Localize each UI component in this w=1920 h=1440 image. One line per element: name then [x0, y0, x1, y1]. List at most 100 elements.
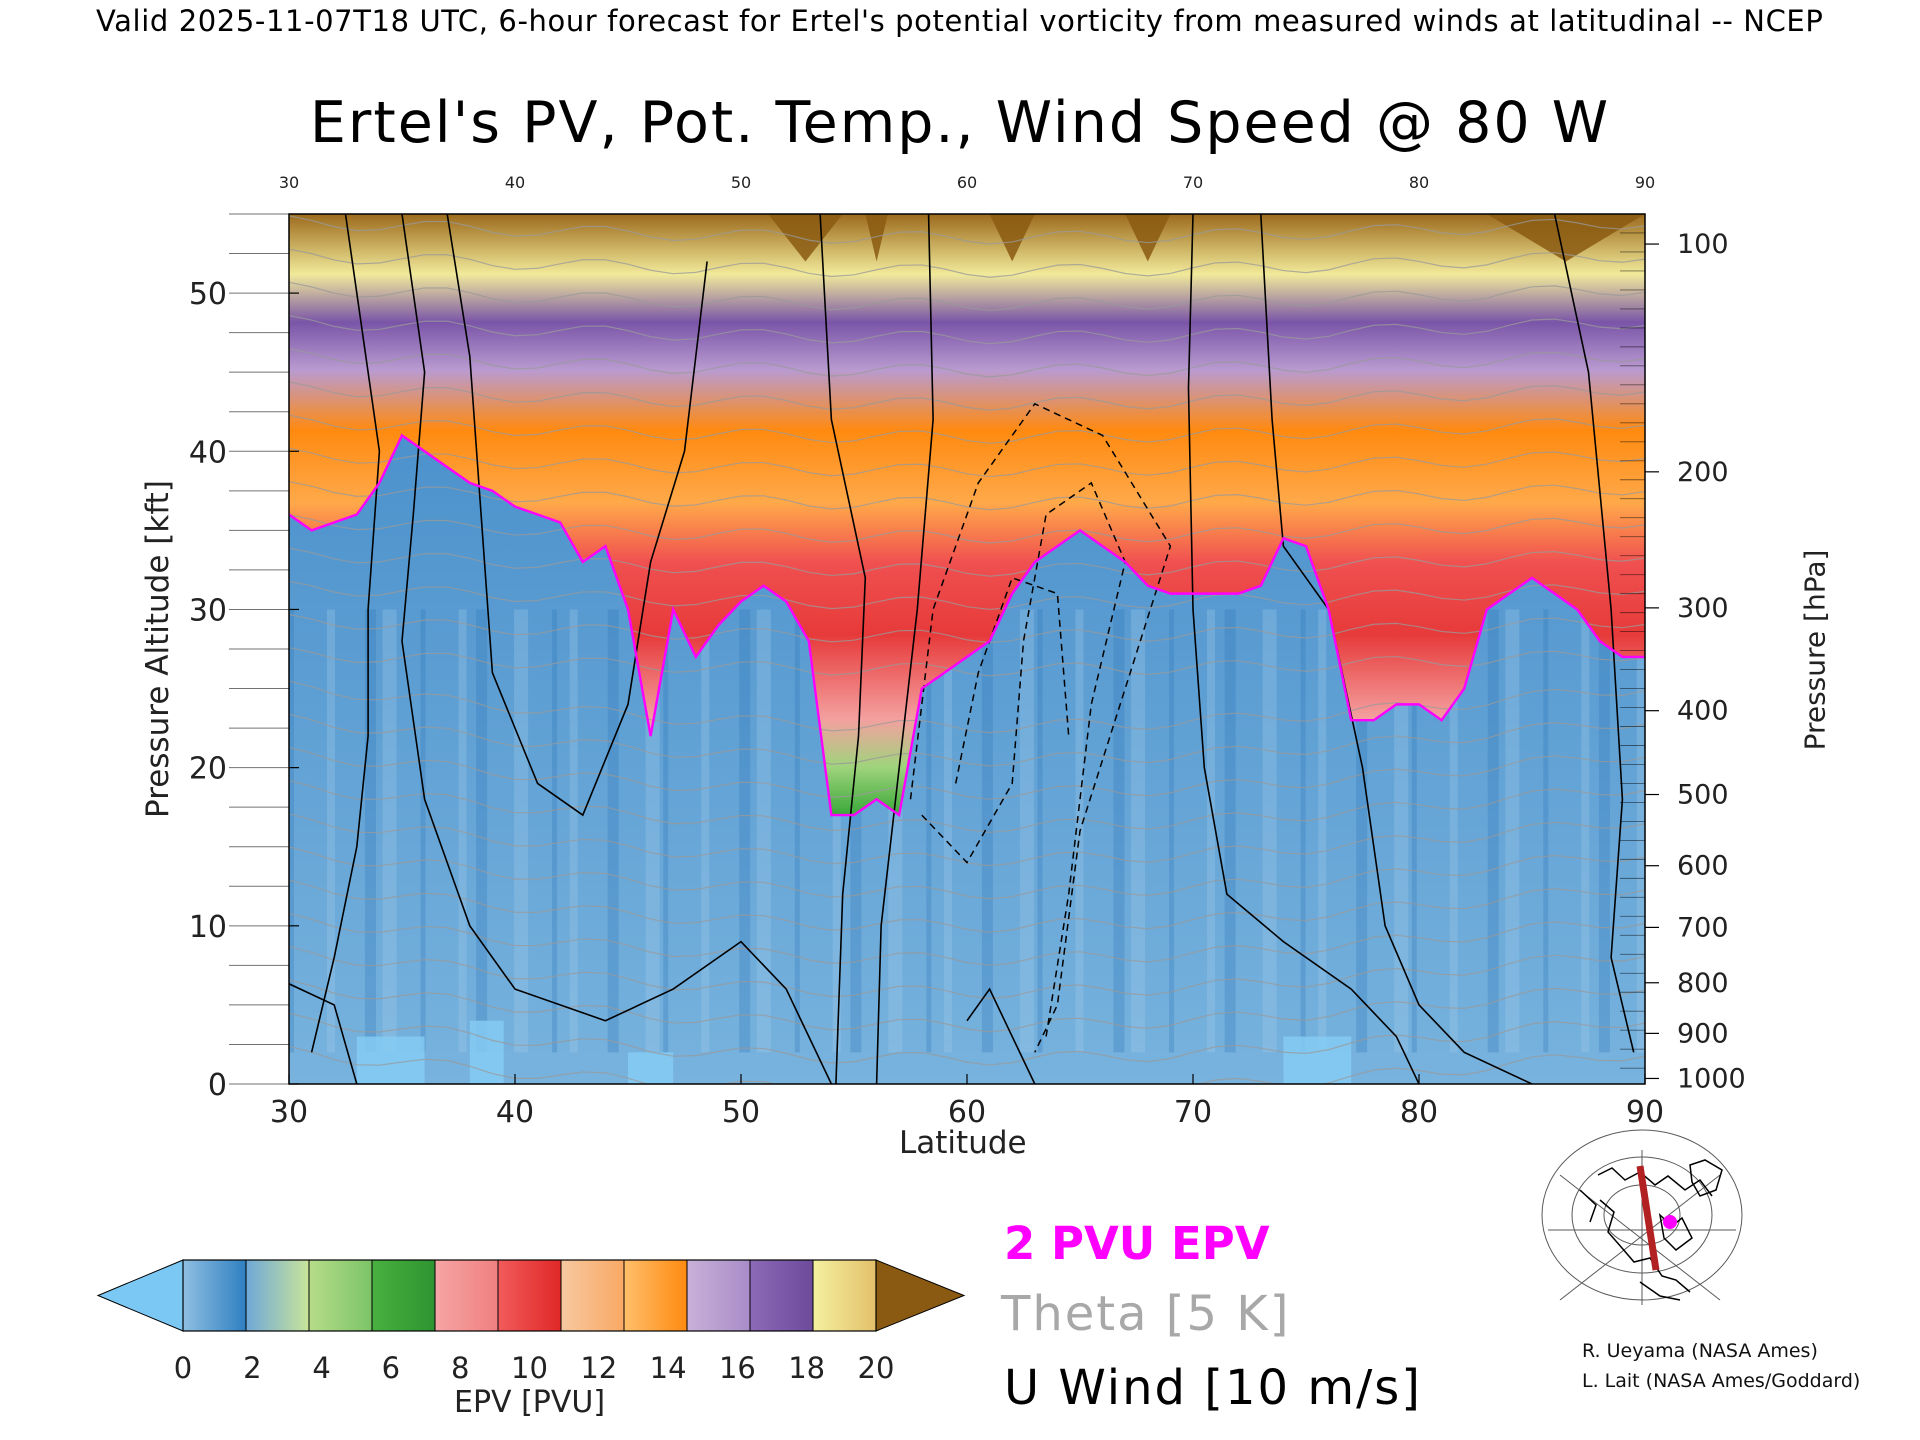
pv-texture-stripe [607, 609, 619, 1053]
pv-texture-stripe [1394, 609, 1409, 1053]
pv-texture-stripe [476, 609, 488, 1053]
colorbar: 0 2 4 6 8 10 12 14 16 18 20 [96, 1259, 966, 1385]
legend-uwind: U Wind [10 m/s] [1004, 1360, 1423, 1416]
colorbar-segment [498, 1260, 561, 1331]
x-tick-label: 50 [722, 1095, 760, 1130]
y-tick-label: 0 [208, 1068, 227, 1103]
theta-contour [289, 946, 1645, 1000]
colorbar-segment [813, 1260, 876, 1331]
u-wind-contour [401, 214, 833, 1084]
y-axis-label: Pressure Altitude [kft] [140, 480, 176, 818]
high-pv-protrusion [865, 214, 888, 262]
pvu-2-line [289, 433, 1645, 818]
colorbar-tick-label: 12 [580, 1351, 617, 1385]
pv-texture-stripe [1262, 609, 1277, 1053]
pressure-tick-label: 400 [1677, 696, 1729, 727]
pv-texture-stripe [663, 609, 669, 1053]
x-tick-label: 60 [948, 1095, 986, 1130]
pressure-tick-label: 300 [1677, 593, 1729, 624]
easterly-wind-contour [921, 481, 1126, 1037]
x-tick-label: 90 [1626, 1095, 1664, 1130]
u-wind-contour [1553, 214, 1635, 1053]
credit-line-1: R. Ueyama (NASA Ames) [1582, 1340, 1818, 1362]
pressure-tick-label: 800 [1677, 968, 1729, 999]
legend-pvu: 2 PVU EPV [1004, 1217, 1270, 1270]
theta-contour [289, 547, 1645, 577]
u-wind-contour [310, 214, 381, 1053]
colorbar-segment [624, 1260, 687, 1331]
theta-contour [289, 879, 1645, 933]
pressure-tick-label: 600 [1677, 851, 1729, 882]
x-tick-label: 40 [496, 1095, 534, 1130]
theta-contour [289, 514, 1645, 544]
theta-contour [289, 647, 1645, 677]
x-top-tick-label: 90 [1635, 173, 1655, 192]
colorbar-tick-label: 20 [858, 1351, 895, 1385]
x-top-tick-label: 60 [957, 173, 977, 192]
pv-texture-stripe [569, 609, 578, 1053]
pv-texture-stripe [552, 609, 558, 1053]
pv-texture-stripe [289, 609, 294, 1053]
theta-contour [289, 912, 1645, 966]
theta-contour [289, 248, 1645, 278]
u-wind-contour [1260, 214, 1533, 1084]
colorbar-tick-label: 6 [382, 1351, 400, 1385]
theta-contour [289, 1012, 1645, 1066]
valid-time-header: Valid 2025-11-07T18 UTC, 6-hour forecast… [96, 4, 1824, 38]
pv-texture-stripe [739, 609, 751, 1053]
pv-texture-stripe [420, 609, 426, 1053]
pressure-tick-label: 1000 [1677, 1063, 1746, 1094]
pv-texture-stripe [1224, 609, 1236, 1053]
colorbar-tick-label: 8 [451, 1351, 469, 1385]
colorbar-segment [750, 1260, 813, 1331]
colorbar-segment [561, 1260, 624, 1331]
pv-texture-stripe [1207, 609, 1216, 1053]
x-top-tick-label: 70 [1183, 173, 1203, 192]
pv-texture-stripe [1318, 609, 1327, 1053]
low-pv-patch [1283, 1036, 1352, 1084]
y-axis-label-right: Pressure [hPa] [1798, 549, 1832, 751]
pv-texture-stripe [832, 609, 841, 1053]
x-top-tick-label: 80 [1409, 173, 1429, 192]
colorbar-label: EPV [PVU] [454, 1385, 606, 1420]
pv-texture-stripe [1300, 609, 1306, 1053]
pv-texture-stripe [850, 609, 862, 1053]
pv-texture-stripe [1113, 609, 1125, 1053]
u-wind-contour [1187, 214, 1420, 1084]
pv-texture-stripe [926, 609, 932, 1053]
theta-contour [289, 746, 1645, 800]
x-top-tick-label: 40 [505, 173, 525, 192]
easterly-wind-contour [909, 402, 1172, 1053]
theta-contour [289, 481, 1645, 511]
pv-texture-stripe [1449, 609, 1458, 1053]
pv-texture-stripe [1505, 609, 1520, 1053]
high-pv-protrusion [989, 214, 1035, 262]
x-tick-label: 80 [1400, 1095, 1438, 1130]
pv-texture-stripe [1356, 609, 1368, 1053]
chart-title: Ertel's PV, Pot. Temp., Wind Speed @ 80 … [309, 90, 1611, 156]
u-wind-contour [875, 214, 934, 1084]
pv-texture-stripe [1487, 609, 1499, 1053]
legend-theta: Theta [5 K] [1001, 1286, 1291, 1342]
pressure-tick-label: 500 [1677, 780, 1729, 811]
pv-texture-stripe [1019, 609, 1034, 1053]
pv-texture-stripe [458, 609, 467, 1053]
theta-contour [289, 713, 1645, 767]
theta-contour [289, 779, 1645, 834]
colorbar-segment [687, 1260, 750, 1331]
theta-contour [289, 215, 1645, 245]
colorbar-tick-label: 14 [650, 1351, 687, 1385]
theta-contour [289, 381, 1645, 411]
theta-contour [289, 613, 1645, 644]
pv-texture-stripe [1598, 609, 1610, 1053]
colorbar-tick-label: 0 [174, 1351, 192, 1385]
pressure-tick-label: 200 [1677, 457, 1729, 488]
pv-texture-stripe [943, 609, 952, 1053]
pressure-tick-label: 100 [1677, 229, 1729, 260]
globe-map-icon [1541, 1129, 1743, 1305]
u-wind-contour [446, 214, 708, 817]
low-pv-patch [469, 1020, 504, 1084]
colorbar-over-arrow [875, 1259, 966, 1332]
colorbar-tick-label: 10 [511, 1351, 548, 1385]
